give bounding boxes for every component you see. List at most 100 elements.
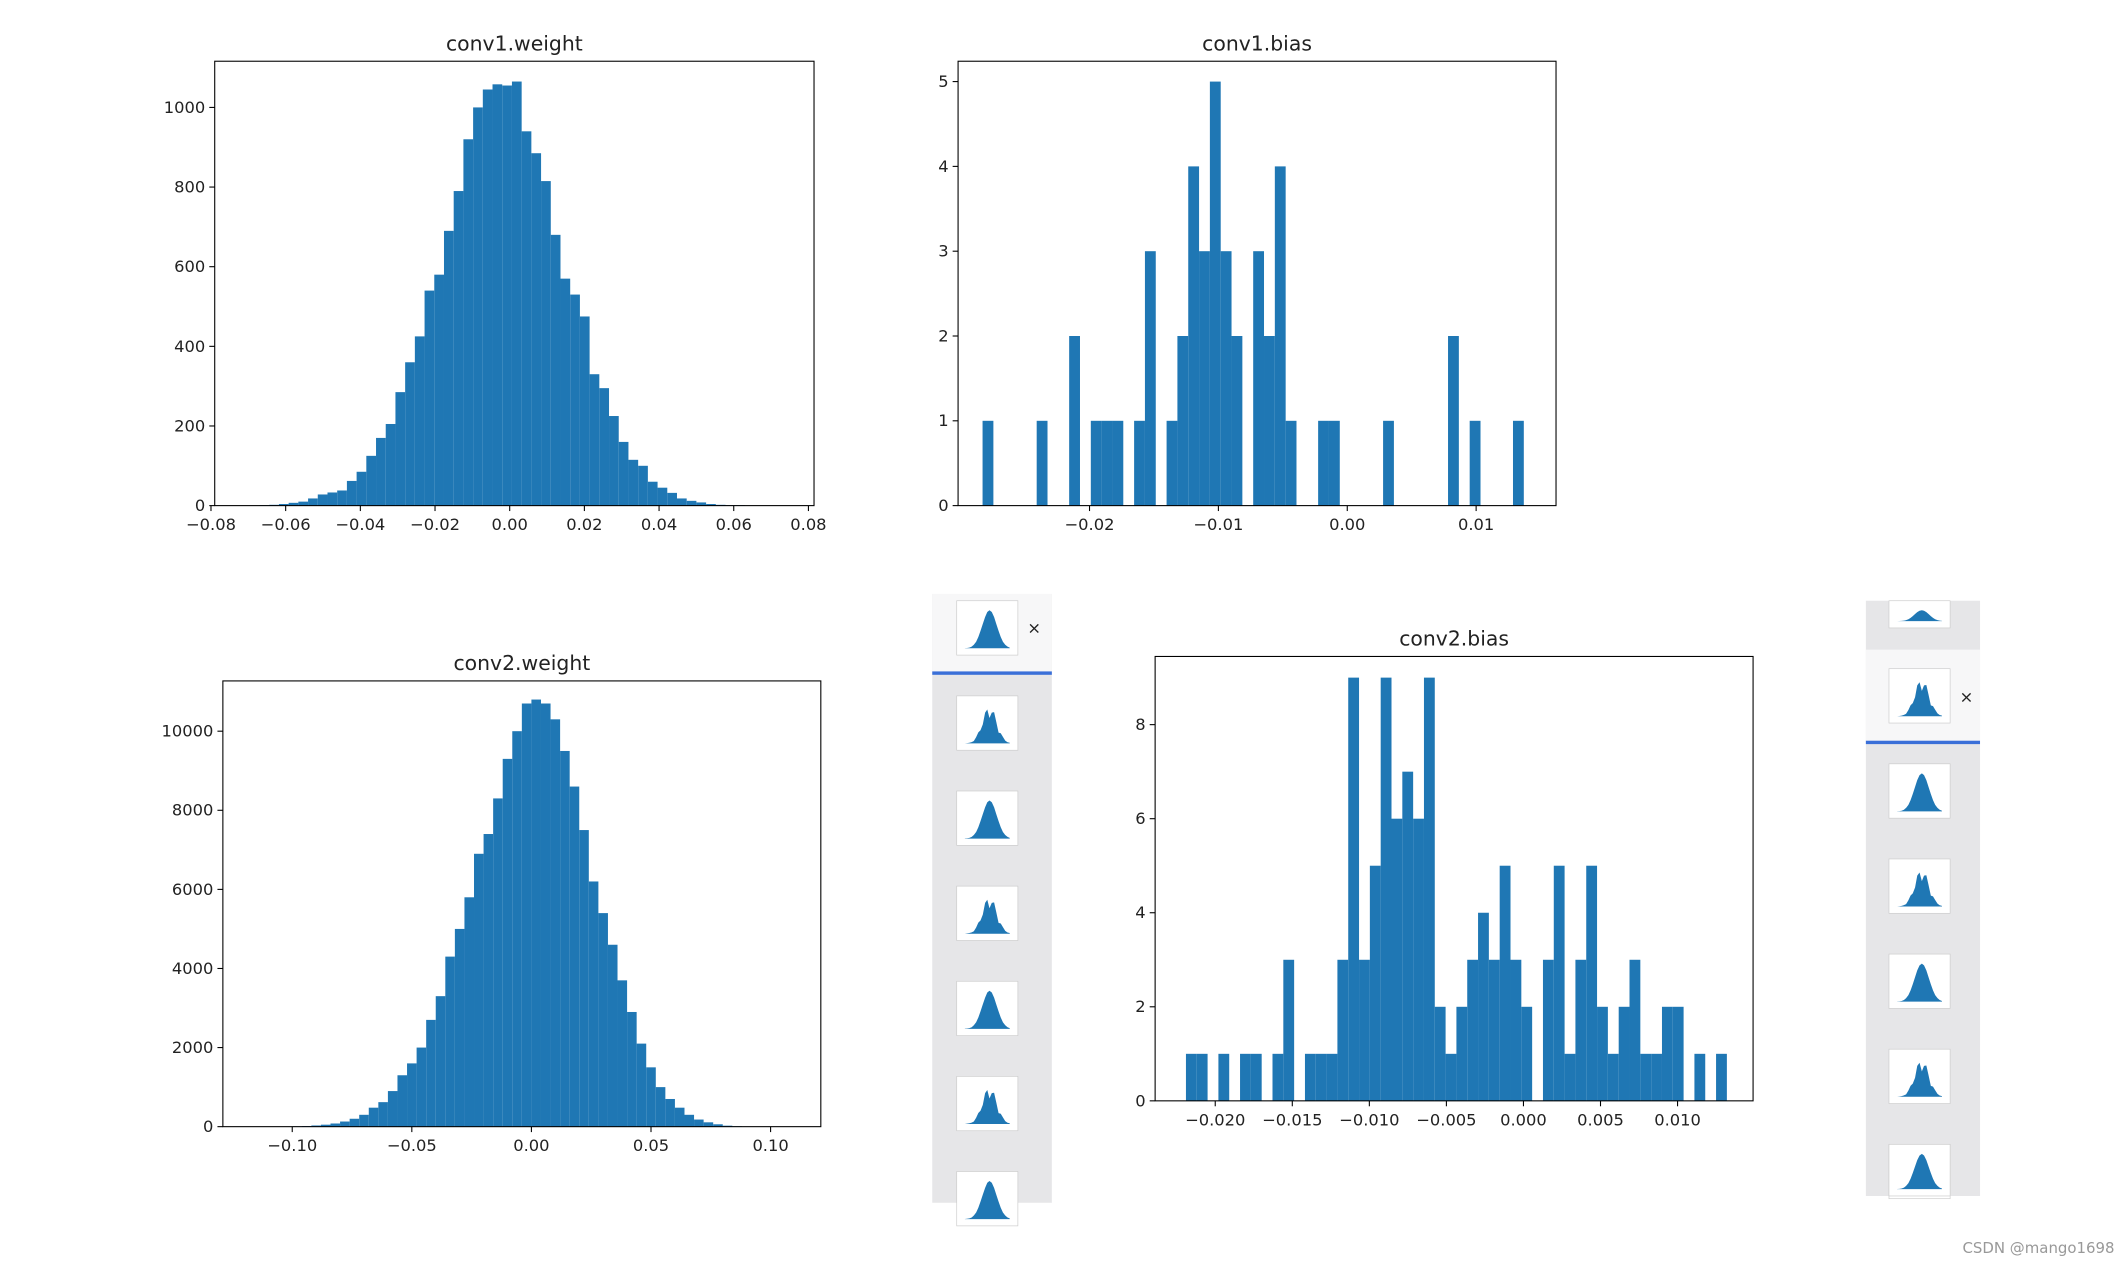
histogram-bar [617,980,628,1127]
histogram-bar [1499,865,1511,1101]
chart-title: conv2.weight [453,651,590,675]
histogram-bar [1586,865,1598,1101]
y-tick-label: 6000 [172,880,213,899]
histogram-bar [686,500,697,506]
thumbnail-plot [1897,1062,1942,1097]
chart-title: conv2.bias [1399,627,1509,651]
histogram-bar [1112,420,1124,506]
histogram-bar [599,388,610,506]
histogram-bar [1661,1006,1673,1101]
histogram-bar [1434,1006,1446,1101]
histogram-bar [982,420,994,506]
histogram-bar [618,441,629,506]
histogram-bar [1196,1053,1208,1101]
x-tick-label: 0.00 [1329,515,1365,534]
histogram-bar [1304,1053,1316,1101]
histogram-bar [1510,959,1522,1101]
close-icon: × [1027,618,1041,637]
y-tick-label: 8 [1135,715,1145,734]
histogram-bar [366,455,377,506]
histogram-bar [579,830,589,1127]
histogram-bar [453,191,464,506]
thumbnail-plot [1897,773,1942,812]
histogram-bar [434,274,444,506]
y-tick-label: 0 [938,496,948,515]
plot-frame [1154,655,1754,1102]
histogram-bar [320,1124,331,1127]
x-tick-label: −0.020 [1185,1110,1245,1129]
histogram-bar [359,1114,369,1127]
histogram-bar [1512,420,1524,506]
y-tick-label: 8000 [172,801,213,820]
x-tick-label: −0.015 [1262,1110,1322,1129]
thumbnail-plot [964,1181,1010,1220]
histogram-bar [317,494,328,506]
histogram-bar [1467,959,1479,1101]
histogram-bar [541,181,551,506]
y-tick-label: 2 [938,326,948,345]
x-tick-label: 0.06 [716,515,752,534]
thumbnail-plot [964,1089,1010,1124]
histogram-bar [1575,959,1587,1101]
histogram-bar [376,437,386,506]
histogram-bar [1209,81,1221,506]
histogram-bar [1218,1053,1230,1101]
histogram-bar [647,481,658,506]
histogram-bar [1036,420,1048,506]
x-tick-label: −0.01 [1193,515,1243,534]
histogram-bar [1391,818,1403,1101]
plot-frame [222,680,822,1128]
histogram-bar [676,498,687,506]
histogram-bar [550,719,561,1127]
histogram-bar [1618,1006,1630,1101]
histogram-bar [463,139,474,506]
histogram-bar [1383,420,1394,506]
histogram-bar [1445,1053,1457,1101]
histogram-bar [1564,1053,1576,1101]
histogram-bar [288,502,299,506]
histogram-bar [327,492,338,506]
histogram-bar [1326,1053,1338,1101]
y-tick-label: 1 [938,411,948,430]
close-icon: × [1960,688,1974,707]
x-tick-label: −0.005 [1416,1110,1476,1129]
histogram-bar [1469,420,1481,506]
histogram-bar [502,758,513,1127]
histogram-bar [531,153,542,506]
histogram-bar [424,290,435,506]
y-tick-label: 4 [938,157,948,176]
histogram-bar [1283,959,1295,1101]
histogram-bar [588,881,599,1127]
histogram-bar [426,1019,436,1127]
histogram-bar [667,492,677,506]
histogram-bar [609,416,619,506]
histogram-bar [1672,1006,1684,1101]
histogram-bar [521,703,532,1127]
histogram-bar [1274,166,1286,506]
histogram-bar [492,84,503,506]
histogram-bar [1629,959,1641,1101]
active-indicator [932,671,1052,675]
histogram-bar [502,85,512,506]
thumbnail-plot [964,709,1010,744]
x-tick-label: 0.08 [790,515,826,534]
x-tick-label: −0.04 [335,515,385,534]
thumbnail-plot [1897,1153,1942,1190]
histogram-bar [1185,1053,1197,1101]
watermark: CSDN @mango1698 [1962,1239,2114,1257]
histogram-bar [1348,677,1360,1101]
histogram-bar [1380,677,1392,1101]
histogram-bar [1272,1053,1284,1101]
histogram-bar [1542,959,1554,1101]
histogram-bar [416,1047,427,1127]
histogram-bar [308,498,318,506]
y-tick-label: 4 [1135,903,1145,922]
y-tick-label: 2 [1135,997,1145,1016]
histogram-bar [330,1123,341,1127]
x-tick-label: 0.10 [752,1136,788,1155]
active-indicator [1865,740,1981,745]
x-tick-label: 0.005 [1577,1110,1624,1129]
chart-title: conv1.weight [446,31,583,55]
histogram-bar [638,465,648,506]
